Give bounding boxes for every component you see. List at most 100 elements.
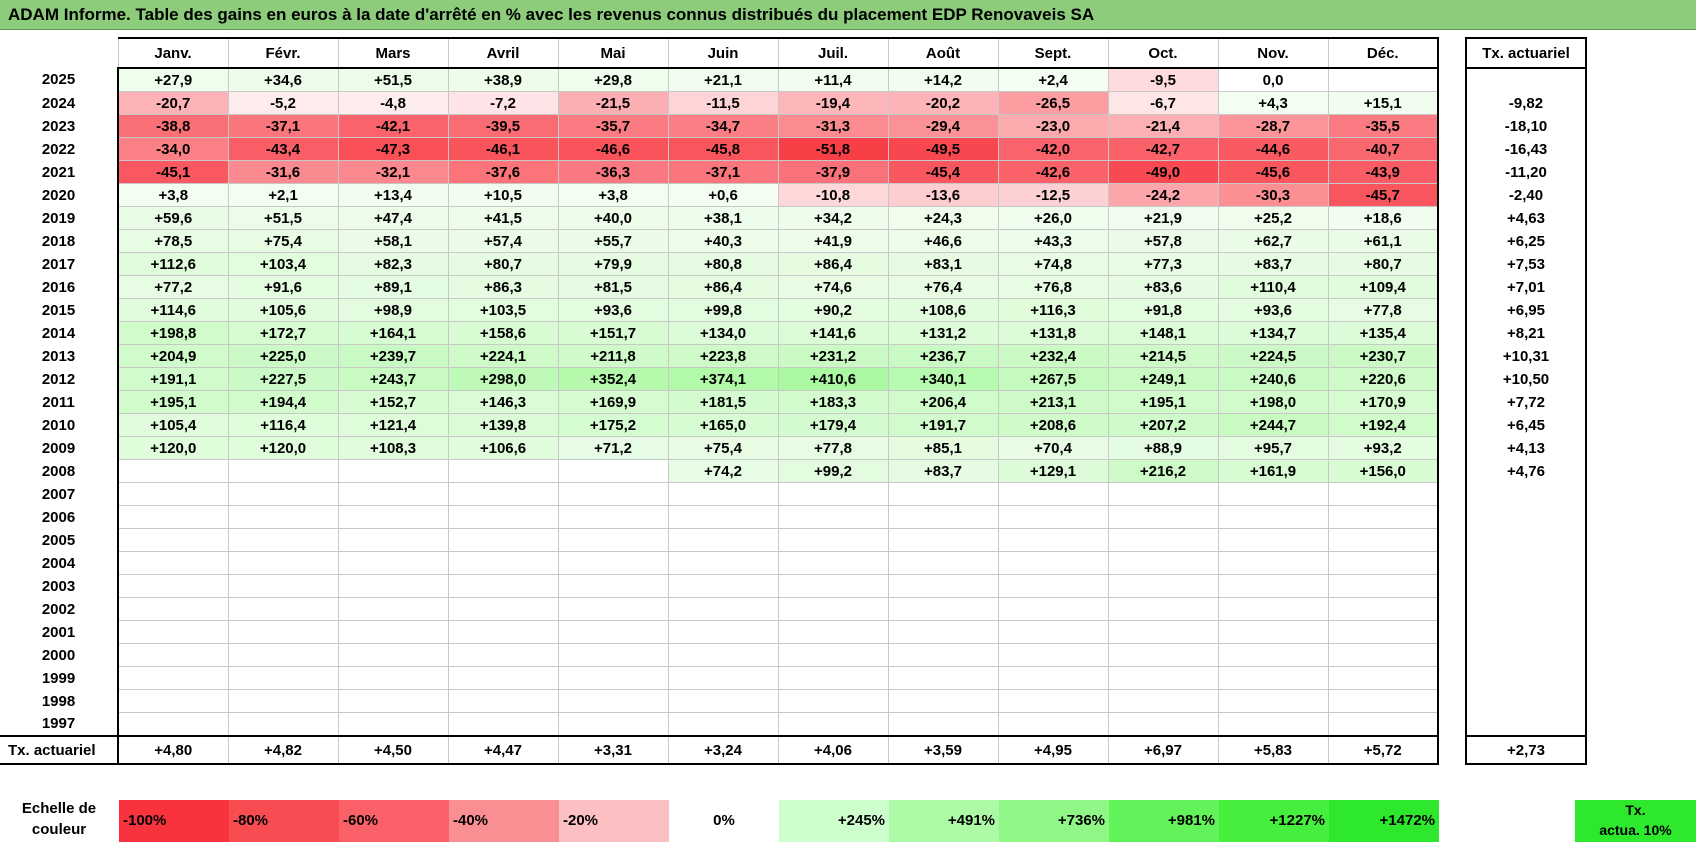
gain-cell: -13,6 — [887, 183, 999, 207]
year-row: 2011 +195,1 +194,4 +152,7 +146,3 +169,9 +181,5… — [0, 390, 1587, 414]
year-label: 2013 — [0, 344, 119, 368]
gain-cell: -45,4 — [887, 160, 999, 184]
gain-cell: -6,7 — [1107, 91, 1219, 115]
gain-cell: +106,6 — [447, 436, 559, 460]
year-row: 2022 -34,0 -43,4 -47,3 -46,1 -46,6 -45,8 -51,8-… — [0, 137, 1587, 161]
gain-cell: +82,3 — [337, 252, 449, 276]
color-scale-swatch: -80% — [229, 800, 339, 842]
gain-cell: +81,5 — [557, 275, 669, 299]
gain-cell: +90,2 — [777, 298, 889, 322]
gain-cell: +38,1 — [667, 206, 779, 230]
gain-cell: -20,2 — [887, 91, 999, 115]
spacer — [1438, 276, 1466, 299]
gain-cell: +131,8 — [997, 321, 1109, 345]
month-header: Oct. — [1107, 37, 1219, 69]
gain-cell — [1107, 551, 1219, 575]
gain-cell: +158,6 — [447, 321, 559, 345]
tx-actuariel-cell — [1465, 574, 1587, 598]
gain-cell — [227, 505, 339, 529]
gain-cell: +18,6 — [1327, 206, 1439, 230]
gain-cell — [887, 597, 999, 621]
gain-cell: +10,5 — [447, 183, 559, 207]
year-label: 2014 — [0, 321, 119, 345]
gain-cell: +76,8 — [997, 275, 1109, 299]
gain-cell — [117, 459, 229, 483]
gain-cell — [667, 597, 779, 621]
gain-cell — [337, 666, 449, 690]
tx-actuariel-month-cell: +3,24 — [667, 735, 779, 765]
gain-cell: +43,3 — [997, 229, 1109, 253]
gain-cell — [1327, 597, 1439, 621]
gain-cell: -51,8 — [777, 137, 889, 161]
gain-cell — [227, 689, 339, 713]
gain-cell: -32,1 — [337, 160, 449, 184]
gain-cell: +59,6 — [117, 206, 229, 230]
gain-cell — [557, 459, 669, 483]
gain-cell — [1327, 67, 1439, 92]
gain-cell — [777, 551, 889, 575]
gain-cell — [117, 620, 229, 644]
gain-cell — [227, 574, 339, 598]
year-row: 2010 +105,4 +116,4 +121,4 +139,8 +175,2 +165,0… — [0, 413, 1587, 437]
gain-cell — [887, 620, 999, 644]
gain-cell: +55,7 — [557, 229, 669, 253]
spacer — [1438, 460, 1466, 483]
gain-cell — [1107, 482, 1219, 506]
gain-cell: +47,4 — [337, 206, 449, 230]
tx-actuariel-cell — [1465, 505, 1587, 529]
gain-cell: +41,9 — [777, 229, 889, 253]
year-label: 1999 — [0, 666, 119, 690]
tx-actuariel-cell: -16,43 — [1465, 137, 1587, 161]
gain-cell — [557, 689, 669, 713]
gain-cell — [337, 643, 449, 667]
gain-cell: +374,1 — [667, 367, 779, 391]
gain-cell: +169,9 — [557, 390, 669, 414]
spacer — [1438, 230, 1466, 253]
gain-cell — [227, 528, 339, 552]
gain-cell — [447, 482, 559, 506]
tx-actuariel-cell — [1465, 666, 1587, 690]
gain-cell — [667, 528, 779, 552]
year-label: 2000 — [0, 643, 119, 667]
gain-cell: +34,6 — [227, 67, 339, 92]
gain-cell: +91,8 — [1107, 298, 1219, 322]
gain-cell: +164,1 — [337, 321, 449, 345]
gain-cell — [777, 712, 889, 737]
tx-actuariel-cell: +7,01 — [1465, 275, 1587, 299]
gain-cell: +83,1 — [887, 252, 999, 276]
color-scale-swatch: 0% — [669, 800, 779, 842]
tx-actuariel-month-cell: +5,83 — [1217, 735, 1329, 765]
gain-cell — [887, 643, 999, 667]
gain-cell: +46,6 — [887, 229, 999, 253]
spacer — [1438, 552, 1466, 575]
year-row: 2009 +120,0 +120,0 +108,3 +106,6 +71,2 +75,4 +7… — [0, 436, 1587, 460]
gain-cell — [1217, 643, 1329, 667]
year-row: 2020 +3,8 +2,1 +13,4 +10,5 +3,8 +0,6 -10,8 -13,6… — [0, 183, 1587, 207]
year-row: 2004 — [0, 551, 1587, 575]
gain-cell: -11,5 — [667, 91, 779, 115]
gain-cell — [557, 551, 669, 575]
gain-cell — [887, 689, 999, 713]
gain-cell: +194,4 — [227, 390, 339, 414]
gain-cell — [117, 712, 229, 737]
spacer — [1438, 68, 1466, 92]
gain-cell: -42,0 — [997, 137, 1109, 161]
gain-cell — [1107, 597, 1219, 621]
gain-cell: +24,3 — [887, 206, 999, 230]
gain-cell — [447, 620, 559, 644]
gain-cell: -35,7 — [557, 114, 669, 138]
gain-cell: +75,4 — [227, 229, 339, 253]
gain-cell: +21,9 — [1107, 206, 1219, 230]
gain-cell: -34,0 — [117, 137, 229, 161]
gain-cell — [227, 666, 339, 690]
spacer — [1438, 529, 1466, 552]
gain-cell: -49,0 — [1107, 160, 1219, 184]
gain-cell: 0,0 — [1217, 67, 1329, 92]
gain-cell: +74,8 — [997, 252, 1109, 276]
month-header: Nov. — [1217, 37, 1329, 69]
gain-cell: +232,4 — [997, 344, 1109, 368]
gain-cell: -40,7 — [1327, 137, 1439, 161]
gain-cell — [117, 551, 229, 575]
gain-cell: +80,7 — [447, 252, 559, 276]
gain-cell — [557, 712, 669, 737]
